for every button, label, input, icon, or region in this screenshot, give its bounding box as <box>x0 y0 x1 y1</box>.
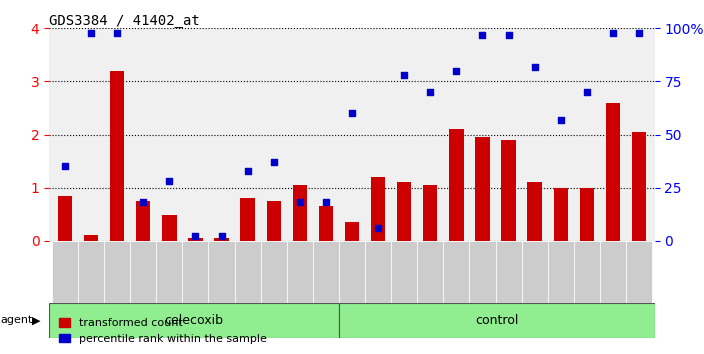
FancyBboxPatch shape <box>470 241 496 303</box>
Point <box>268 159 279 165</box>
FancyBboxPatch shape <box>182 241 208 303</box>
FancyBboxPatch shape <box>49 303 339 338</box>
Bar <box>371 177 385 241</box>
Bar <box>345 222 359 241</box>
Point <box>503 32 514 38</box>
Point <box>477 32 488 38</box>
Bar <box>110 71 125 241</box>
FancyBboxPatch shape <box>365 241 391 303</box>
Text: ▶: ▶ <box>32 315 40 325</box>
Bar <box>475 137 490 241</box>
Bar <box>397 182 411 241</box>
Bar <box>449 129 463 241</box>
FancyBboxPatch shape <box>522 241 548 303</box>
Point <box>425 89 436 95</box>
Point <box>346 110 358 116</box>
Bar <box>267 201 281 241</box>
FancyBboxPatch shape <box>417 241 444 303</box>
Point <box>320 200 332 205</box>
FancyBboxPatch shape <box>104 241 130 303</box>
Point <box>608 30 619 35</box>
Bar <box>527 182 542 241</box>
Text: GDS3384 / 41402_at: GDS3384 / 41402_at <box>49 14 200 28</box>
Point <box>634 30 645 35</box>
Point <box>294 200 306 205</box>
Bar <box>162 215 177 241</box>
Point <box>398 72 410 78</box>
FancyBboxPatch shape <box>444 241 470 303</box>
FancyBboxPatch shape <box>496 241 522 303</box>
FancyBboxPatch shape <box>600 241 626 303</box>
Point <box>372 225 384 231</box>
FancyBboxPatch shape <box>339 241 365 303</box>
Bar <box>293 185 307 241</box>
Text: control: control <box>475 314 518 327</box>
FancyBboxPatch shape <box>234 241 260 303</box>
Bar <box>423 185 437 241</box>
Point <box>164 178 175 184</box>
Point <box>85 30 96 35</box>
Point <box>555 117 567 122</box>
Point <box>529 64 540 69</box>
Point <box>451 68 462 74</box>
Bar <box>58 195 72 241</box>
FancyBboxPatch shape <box>130 241 156 303</box>
FancyBboxPatch shape <box>574 241 600 303</box>
FancyBboxPatch shape <box>78 241 104 303</box>
Point <box>137 200 149 205</box>
FancyBboxPatch shape <box>548 241 574 303</box>
Point <box>582 89 593 95</box>
Text: celecoxib: celecoxib <box>165 314 224 327</box>
Bar <box>84 235 99 241</box>
Bar <box>579 188 594 241</box>
Bar <box>501 140 516 241</box>
Bar <box>553 188 568 241</box>
Point <box>242 168 253 173</box>
Bar <box>214 238 229 241</box>
Text: agent: agent <box>1 315 33 325</box>
Bar <box>188 238 203 241</box>
Bar <box>136 201 151 241</box>
Bar <box>319 206 333 241</box>
FancyBboxPatch shape <box>208 241 234 303</box>
Point <box>190 234 201 239</box>
FancyBboxPatch shape <box>626 241 652 303</box>
FancyBboxPatch shape <box>52 241 78 303</box>
FancyBboxPatch shape <box>287 241 313 303</box>
FancyBboxPatch shape <box>313 241 339 303</box>
Bar <box>632 132 646 241</box>
Point <box>111 30 122 35</box>
Bar <box>241 198 255 241</box>
FancyBboxPatch shape <box>339 303 655 338</box>
Point <box>216 234 227 239</box>
Point <box>59 164 70 169</box>
Legend: transformed count, percentile rank within the sample: transformed count, percentile rank withi… <box>55 314 272 348</box>
Bar <box>605 103 620 241</box>
FancyBboxPatch shape <box>260 241 287 303</box>
FancyBboxPatch shape <box>156 241 182 303</box>
FancyBboxPatch shape <box>391 241 417 303</box>
